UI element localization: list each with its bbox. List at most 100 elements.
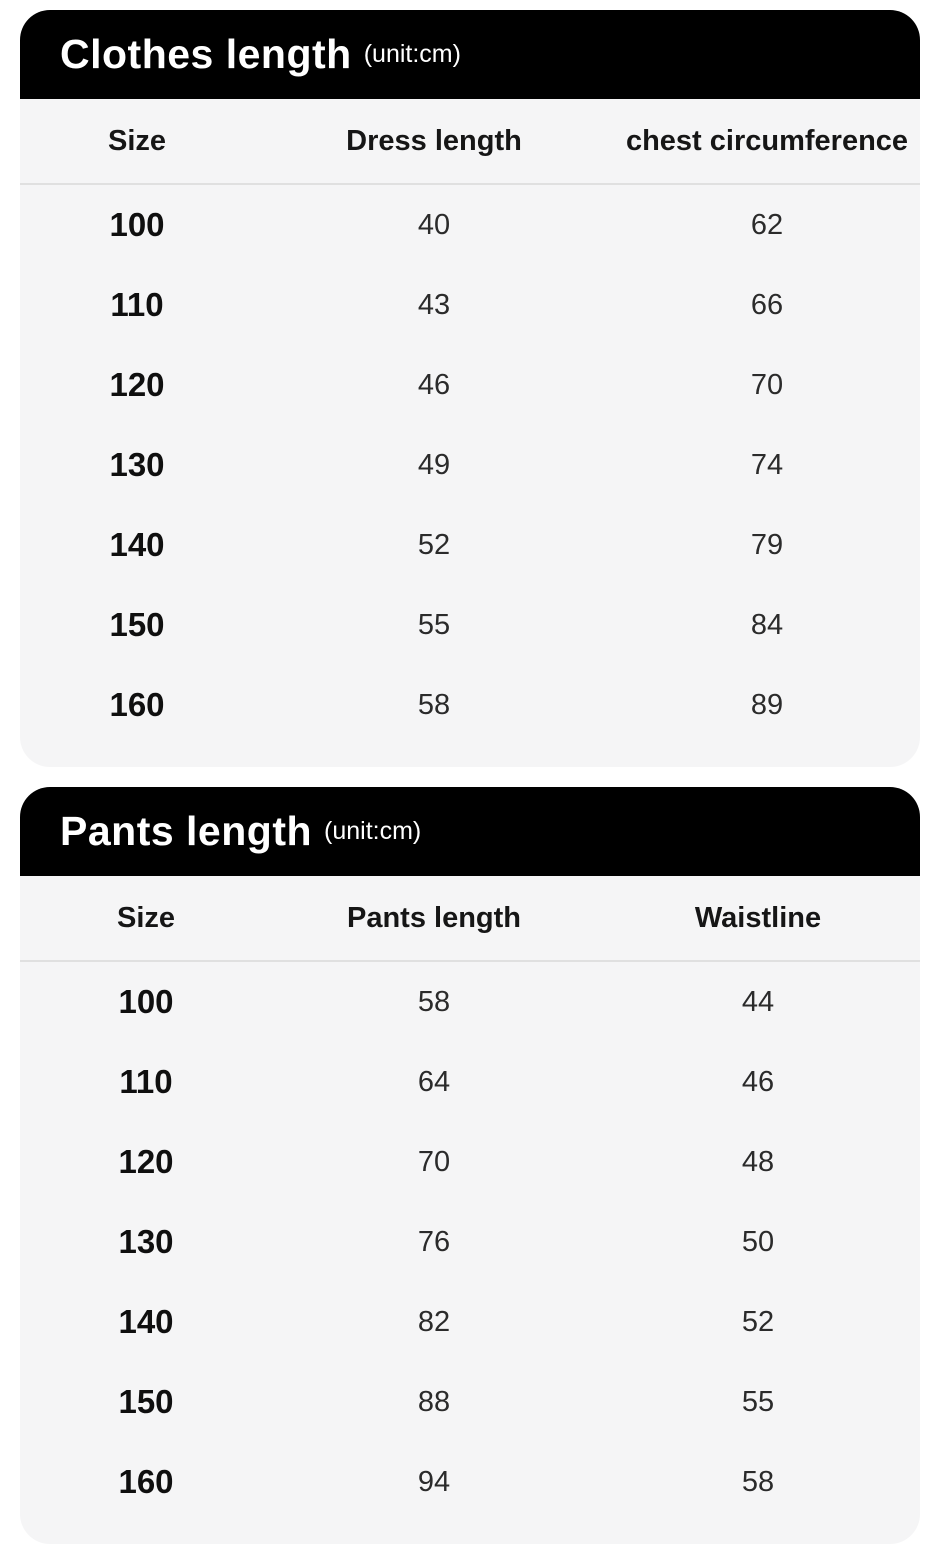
measurement-value: 43 <box>417 288 451 321</box>
measurement-value: 52 <box>417 528 451 561</box>
value-cell: 55 <box>596 1362 920 1442</box>
size-value: 110 <box>119 1063 173 1100</box>
size-value: 140 <box>109 526 165 563</box>
column-header-chest-circumference: chest circumference <box>614 99 920 185</box>
measurement-value: 74 <box>750 448 784 481</box>
measurement-value: 62 <box>750 208 784 241</box>
measurement-value: 64 <box>417 1065 451 1098</box>
column-header-size: Size <box>20 876 272 962</box>
value-cell: 76 <box>272 1202 596 1282</box>
size-value: 100 <box>109 206 165 243</box>
value-cell: 94 <box>272 1442 596 1522</box>
measurement-value: 58 <box>741 1465 775 1498</box>
value-cell: 52 <box>254 505 614 585</box>
pants-card-header: Pants length (unit:cm) <box>20 787 920 876</box>
table-row: 130 49 74 <box>20 425 920 505</box>
value-cell: 89 <box>614 665 920 745</box>
table-row: 110 43 66 <box>20 265 920 345</box>
size-cell: 150 <box>20 585 254 665</box>
size-value: 150 <box>109 606 165 643</box>
size-value: 110 <box>110 286 164 323</box>
value-cell: 46 <box>596 1042 920 1122</box>
size-value: 130 <box>109 446 165 483</box>
table-row: 130 76 50 <box>20 1202 920 1282</box>
size-cell: 140 <box>20 1282 272 1362</box>
measurement-value: 46 <box>741 1065 775 1098</box>
value-cell: 58 <box>254 665 614 745</box>
column-header-waistline: Waistline <box>596 876 920 962</box>
table-row: 120 70 48 <box>20 1122 920 1202</box>
value-cell: 48 <box>596 1122 920 1202</box>
measurement-value: 50 <box>741 1225 775 1258</box>
pants-unit-label: (unit:cm) <box>324 817 422 845</box>
pants-card-title: Pants length <box>60 808 313 854</box>
value-cell: 62 <box>614 184 920 265</box>
column-header-dress-length: Dress length <box>254 99 614 185</box>
value-cell: 58 <box>272 961 596 1042</box>
size-value: 160 <box>109 686 165 723</box>
size-cell: 160 <box>20 665 254 745</box>
clothes-table-header-row: Size Dress length chest circumference <box>20 99 920 185</box>
measurement-value: 55 <box>417 608 451 641</box>
clothes-length-card: Clothes length (unit:cm) Size Dress leng… <box>20 10 920 767</box>
table-row: 160 58 89 <box>20 665 920 745</box>
measurement-value: 70 <box>750 368 784 401</box>
measurement-value: 76 <box>417 1225 451 1258</box>
size-cell: 110 <box>20 1042 272 1122</box>
size-value: 120 <box>109 366 165 403</box>
clothes-unit-label: (unit:cm) <box>363 40 461 68</box>
pants-table-header-row: Size Pants length Waistline <box>20 876 920 962</box>
pants-card-body: Size Pants length Waistline 100 58 44 110 64… <box>20 876 920 1544</box>
size-value: 120 <box>118 1143 174 1180</box>
clothes-card-body: Size Dress length chest circumference 10… <box>20 99 920 767</box>
value-cell: 88 <box>272 1362 596 1442</box>
measurement-value: 44 <box>741 985 775 1018</box>
measurement-value: 70 <box>417 1145 451 1178</box>
value-cell: 44 <box>596 961 920 1042</box>
value-cell: 79 <box>614 505 920 585</box>
size-value: 140 <box>118 1303 174 1340</box>
size-value: 160 <box>118 1463 174 1500</box>
table-row: 110 64 46 <box>20 1042 920 1122</box>
clothes-card-header: Clothes length (unit:cm) <box>20 10 920 99</box>
measurement-value: 55 <box>741 1385 775 1418</box>
measurement-value: 58 <box>417 688 451 721</box>
value-cell: 49 <box>254 425 614 505</box>
size-cell: 120 <box>20 1122 272 1202</box>
table-row: 100 58 44 <box>20 961 920 1042</box>
column-header-size: Size <box>20 99 254 185</box>
table-row: 140 82 52 <box>20 1282 920 1362</box>
measurement-value: 82 <box>417 1305 451 1338</box>
measurement-value: 58 <box>417 985 451 1018</box>
value-cell: 50 <box>596 1202 920 1282</box>
measurement-value: 84 <box>750 608 784 641</box>
value-cell: 52 <box>596 1282 920 1362</box>
column-header-pants-length: Pants length <box>272 876 596 962</box>
table-row: 160 94 58 <box>20 1442 920 1522</box>
measurement-value: 48 <box>741 1145 775 1178</box>
pants-size-table: Size Pants length Waistline 100 58 44 110 64… <box>20 876 920 1522</box>
pants-length-card: Pants length (unit:cm) Size Pants length… <box>20 787 920 1544</box>
measurement-value: 79 <box>750 528 784 561</box>
value-cell: 58 <box>596 1442 920 1522</box>
size-cell: 150 <box>20 1362 272 1442</box>
table-row: 140 52 79 <box>20 505 920 585</box>
value-cell: 43 <box>254 265 614 345</box>
measurement-value: 40 <box>417 208 451 241</box>
size-cell: 130 <box>20 1202 272 1282</box>
clothes-card-title: Clothes length <box>60 31 352 77</box>
measurement-value: 66 <box>750 288 784 321</box>
value-cell: 82 <box>272 1282 596 1362</box>
value-cell: 40 <box>254 184 614 265</box>
size-value: 100 <box>118 983 174 1020</box>
table-row: 100 40 62 <box>20 184 920 265</box>
value-cell: 46 <box>254 345 614 425</box>
size-value: 150 <box>118 1383 174 1420</box>
value-cell: 70 <box>614 345 920 425</box>
size-cell: 120 <box>20 345 254 425</box>
table-row: 150 88 55 <box>20 1362 920 1442</box>
table-row: 150 55 84 <box>20 585 920 665</box>
value-cell: 84 <box>614 585 920 665</box>
value-cell: 66 <box>614 265 920 345</box>
